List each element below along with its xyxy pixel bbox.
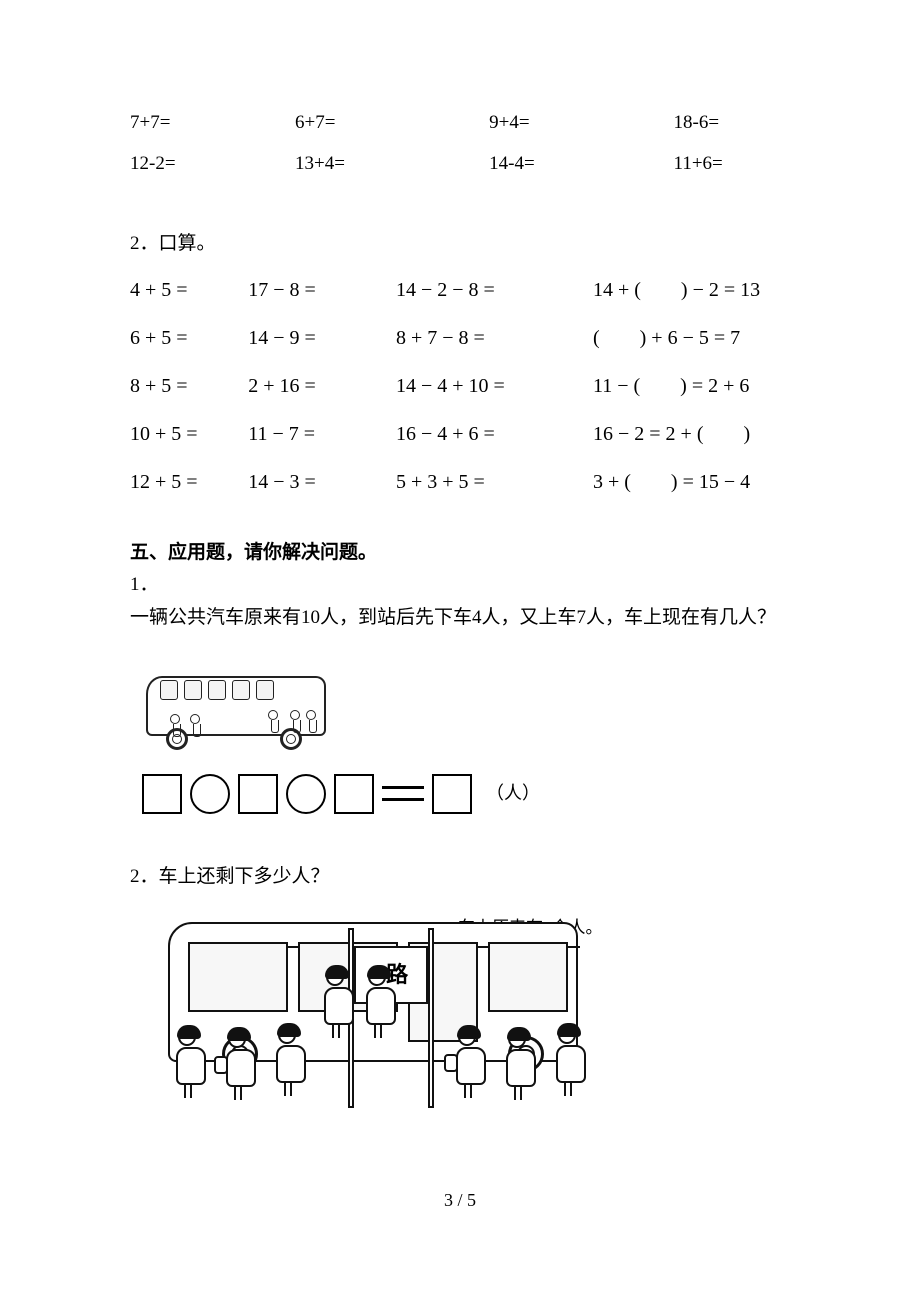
circle-box-icon <box>286 774 326 814</box>
q2-label: 2．车上还剩下多少人？ <box>130 864 790 891</box>
calc-row: 10 + 5 = 11 − 7 = 16 − 4 + 6 = 16 − 2 = … <box>130 420 790 448</box>
unit-label: （人） <box>486 781 540 806</box>
calc-cell: 14 − 2 − 8 = <box>396 276 593 304</box>
person-icon <box>290 710 300 720</box>
bag-icon <box>444 1054 458 1072</box>
arith-cell: 9+4= <box>489 110 673 137</box>
bus2-window-icon <box>488 942 568 1012</box>
calc-cell: 3 + ( ) = 15 − 4 <box>593 468 790 496</box>
page-footer: 3 / 5 <box>130 1188 790 1213</box>
arith-row: 12-2= 13+4= 14-4= 11+6= <box>130 151 790 178</box>
calc-cell: 16 − 4 + 6 = <box>396 420 593 448</box>
square-box-icon <box>432 774 472 814</box>
hair-icon <box>367 965 391 979</box>
mental-math-grid: 4 + 5 = 17 − 8 = 14 − 2 − 8 = 14 + ( ) −… <box>130 276 790 496</box>
person-icon <box>306 710 316 720</box>
person-icon <box>190 714 200 724</box>
arith-cell: 18-6= <box>674 110 790 137</box>
calc-cell: 6 + 5 = <box>130 324 248 352</box>
bus1-window-icon <box>256 680 274 700</box>
hair-icon <box>227 1027 251 1041</box>
hair-icon <box>325 965 349 979</box>
equation-template: （人） <box>142 774 790 814</box>
calc-cell: 8 + 5 = <box>130 372 248 400</box>
hair-icon <box>177 1025 201 1039</box>
hair-icon <box>277 1023 301 1037</box>
calc-cell: 2 + 16 = <box>248 372 396 400</box>
bus1-window-icon <box>184 680 202 700</box>
hair-icon <box>557 1023 581 1037</box>
calc-cell: 14 − 4 + 10 = <box>396 372 593 400</box>
bus1-window-icon <box>208 680 226 700</box>
q1-text: 一辆公共汽车原来有10人，到站后先下车4人，又上车7人，车上现在有几人？ <box>130 605 790 632</box>
calc-cell: 14 − 3 = <box>248 468 396 496</box>
calc-cell: ( ) + 6 − 5 = 7 <box>593 324 790 352</box>
calc-cell: 14 + ( ) − 2 = 13 <box>593 276 790 304</box>
calc-row: 6 + 5 = 14 − 9 = 8 + 7 − 8 = ( ) + 6 − 5… <box>130 324 790 352</box>
bus1-window-icon <box>232 680 250 700</box>
bus2-illustration: 车上原来有8个人。 3路 <box>158 918 618 1118</box>
arith-cell: 6+7= <box>295 110 489 137</box>
calc-row: 12 + 5 = 14 − 3 = 5 + 3 + 5 = 3 + ( ) = … <box>130 468 790 496</box>
calc-cell: 11 − 7 = <box>248 420 396 448</box>
calc-cell: 10 + 5 = <box>130 420 248 448</box>
arith-cell: 11+6= <box>674 151 790 178</box>
square-box-icon <box>334 774 374 814</box>
sign-post-icon <box>428 928 434 1108</box>
bag-icon <box>214 1056 228 1074</box>
person-icon <box>170 714 180 724</box>
arith-row: 7+7= 6+7= 9+4= 18-6= <box>130 110 790 137</box>
arith-cell: 12-2= <box>130 151 295 178</box>
person-icon <box>268 710 278 720</box>
calc-cell: 5 + 3 + 5 = <box>396 468 593 496</box>
bus1-window-icon <box>160 680 178 700</box>
calc-cell: 12 + 5 = <box>130 468 248 496</box>
calc-cell: 8 + 7 − 8 = <box>396 324 593 352</box>
arith-cell: 14-4= <box>489 151 673 178</box>
calc-cell: 4 + 5 = <box>130 276 248 304</box>
hair-icon <box>457 1025 481 1039</box>
calc-row: 4 + 5 = 17 − 8 = 14 − 2 − 8 = 14 + ( ) −… <box>130 276 790 304</box>
bus1-illustration <box>140 654 335 754</box>
circle-box-icon <box>190 774 230 814</box>
calc-cell: 17 − 8 = <box>248 276 396 304</box>
calc-cell: 16 − 2 = 2 + ( ) <box>593 420 790 448</box>
square-box-icon <box>238 774 278 814</box>
arith-cell: 7+7= <box>130 110 295 137</box>
hair-icon <box>507 1027 531 1041</box>
calc-cell: 11 − ( ) = 2 + 6 <box>593 372 790 400</box>
arith-cell: 13+4= <box>295 151 489 178</box>
bus2-window-icon <box>188 942 288 1012</box>
q1-number: 1． <box>130 572 790 599</box>
calc-cell: 14 − 9 = <box>248 324 396 352</box>
square-box-icon <box>142 774 182 814</box>
arith-block-1: 7+7= 6+7= 9+4= 18-6= 12-2= 13+4= 14-4= 1… <box>130 110 790 177</box>
section2-label: 2．口算。 <box>130 231 790 258</box>
section5-title: 五、应用题，请你解决问题。 <box>130 540 790 567</box>
calc-row: 8 + 5 = 2 + 16 = 14 − 4 + 10 = 11 − ( ) … <box>130 372 790 400</box>
equals-sign-icon <box>382 786 424 801</box>
